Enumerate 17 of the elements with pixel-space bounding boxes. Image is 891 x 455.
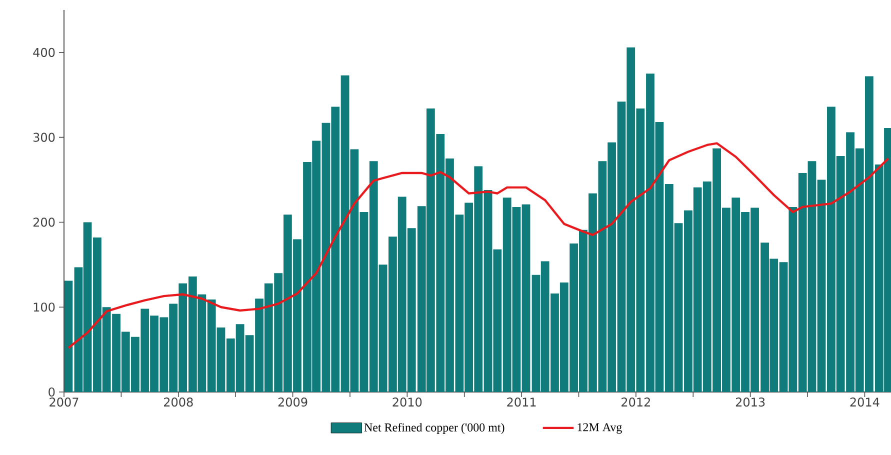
x-tick-label: 2008 — [164, 398, 193, 407]
y-tick-label: 100 — [34, 302, 55, 312]
x-tick-label: 2014 — [850, 398, 880, 407]
y-tick-label: 400 — [33, 48, 55, 57]
x-tick-label: 2010 — [392, 398, 422, 407]
y-tick-label: 200 — [33, 218, 55, 227]
x-tick-label: 2011 — [507, 398, 536, 407]
legend-label: Net Refined copper ('000 mt) — [364, 422, 504, 434]
x-tick-label: 2009 — [278, 398, 308, 407]
x-tick-label: 2013 — [736, 398, 765, 407]
line-series — [67, 142, 890, 349]
y-tick-label: 300 — [33, 132, 55, 142]
legend-label: 12M Avg — [578, 423, 622, 434]
bar — [64, 280, 73, 392]
y-tick-label: 0 — [48, 387, 55, 397]
x-tick-label: 2012 — [622, 398, 650, 407]
x-tick-label: 2007 — [50, 398, 78, 407]
